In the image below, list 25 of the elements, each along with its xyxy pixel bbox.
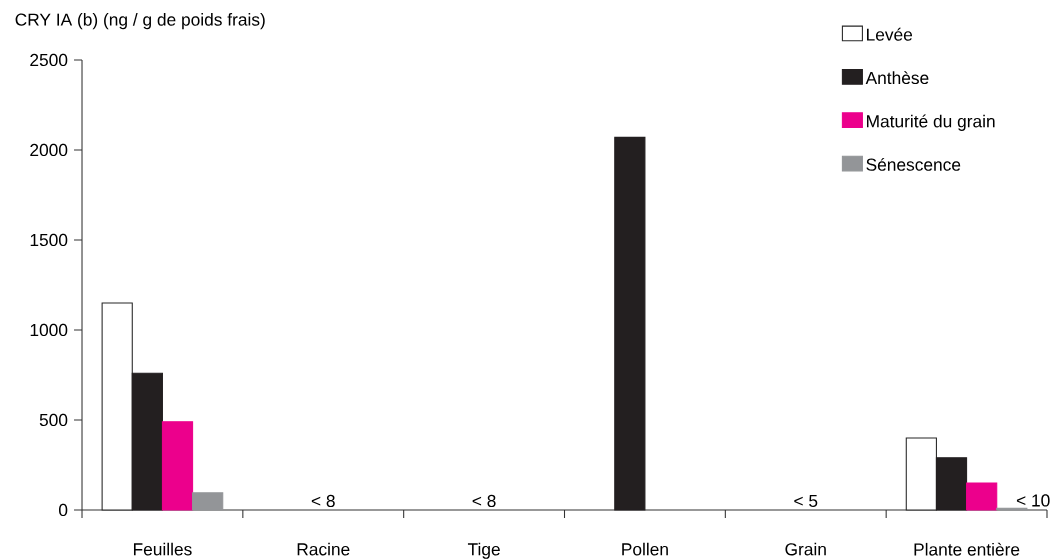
x-tick-label: Racine bbox=[297, 542, 350, 556]
y-tick-label: 0 bbox=[59, 503, 68, 517]
y-tick-label: 1500 bbox=[30, 233, 68, 247]
x-tick-label: Tige bbox=[467, 542, 500, 559]
annotation: < 5 bbox=[794, 494, 818, 508]
data-label: < 10 bbox=[1016, 494, 1050, 507]
x-tick-label: Feuilles bbox=[133, 542, 192, 556]
y-axis-title: CRY IA (b) (ng / g de poids frais) bbox=[15, 13, 265, 30]
y-tick-label: 2000 bbox=[30, 143, 68, 157]
y-tick-label: 500 bbox=[39, 413, 68, 427]
y-tick-label: 1000 bbox=[30, 323, 68, 337]
bar bbox=[614, 136, 646, 511]
bar bbox=[161, 421, 194, 511]
y-tick-label: 2500 bbox=[30, 53, 68, 67]
bar bbox=[192, 492, 224, 511]
annotation: < 8 bbox=[472, 494, 496, 508]
legend-label: Maturité du grain bbox=[867, 114, 995, 131]
x-tick-label: Plante entière bbox=[914, 542, 1020, 556]
legend-label: Anthèse bbox=[865, 71, 929, 85]
x-tick-label: Grain bbox=[785, 542, 826, 556]
annotation: < 8 bbox=[311, 494, 335, 508]
legend-label: Sénescence bbox=[866, 157, 961, 171]
x-tick-label: Pollen bbox=[622, 542, 668, 556]
bar bbox=[966, 482, 998, 511]
legend-label: Levée bbox=[867, 27, 913, 41]
